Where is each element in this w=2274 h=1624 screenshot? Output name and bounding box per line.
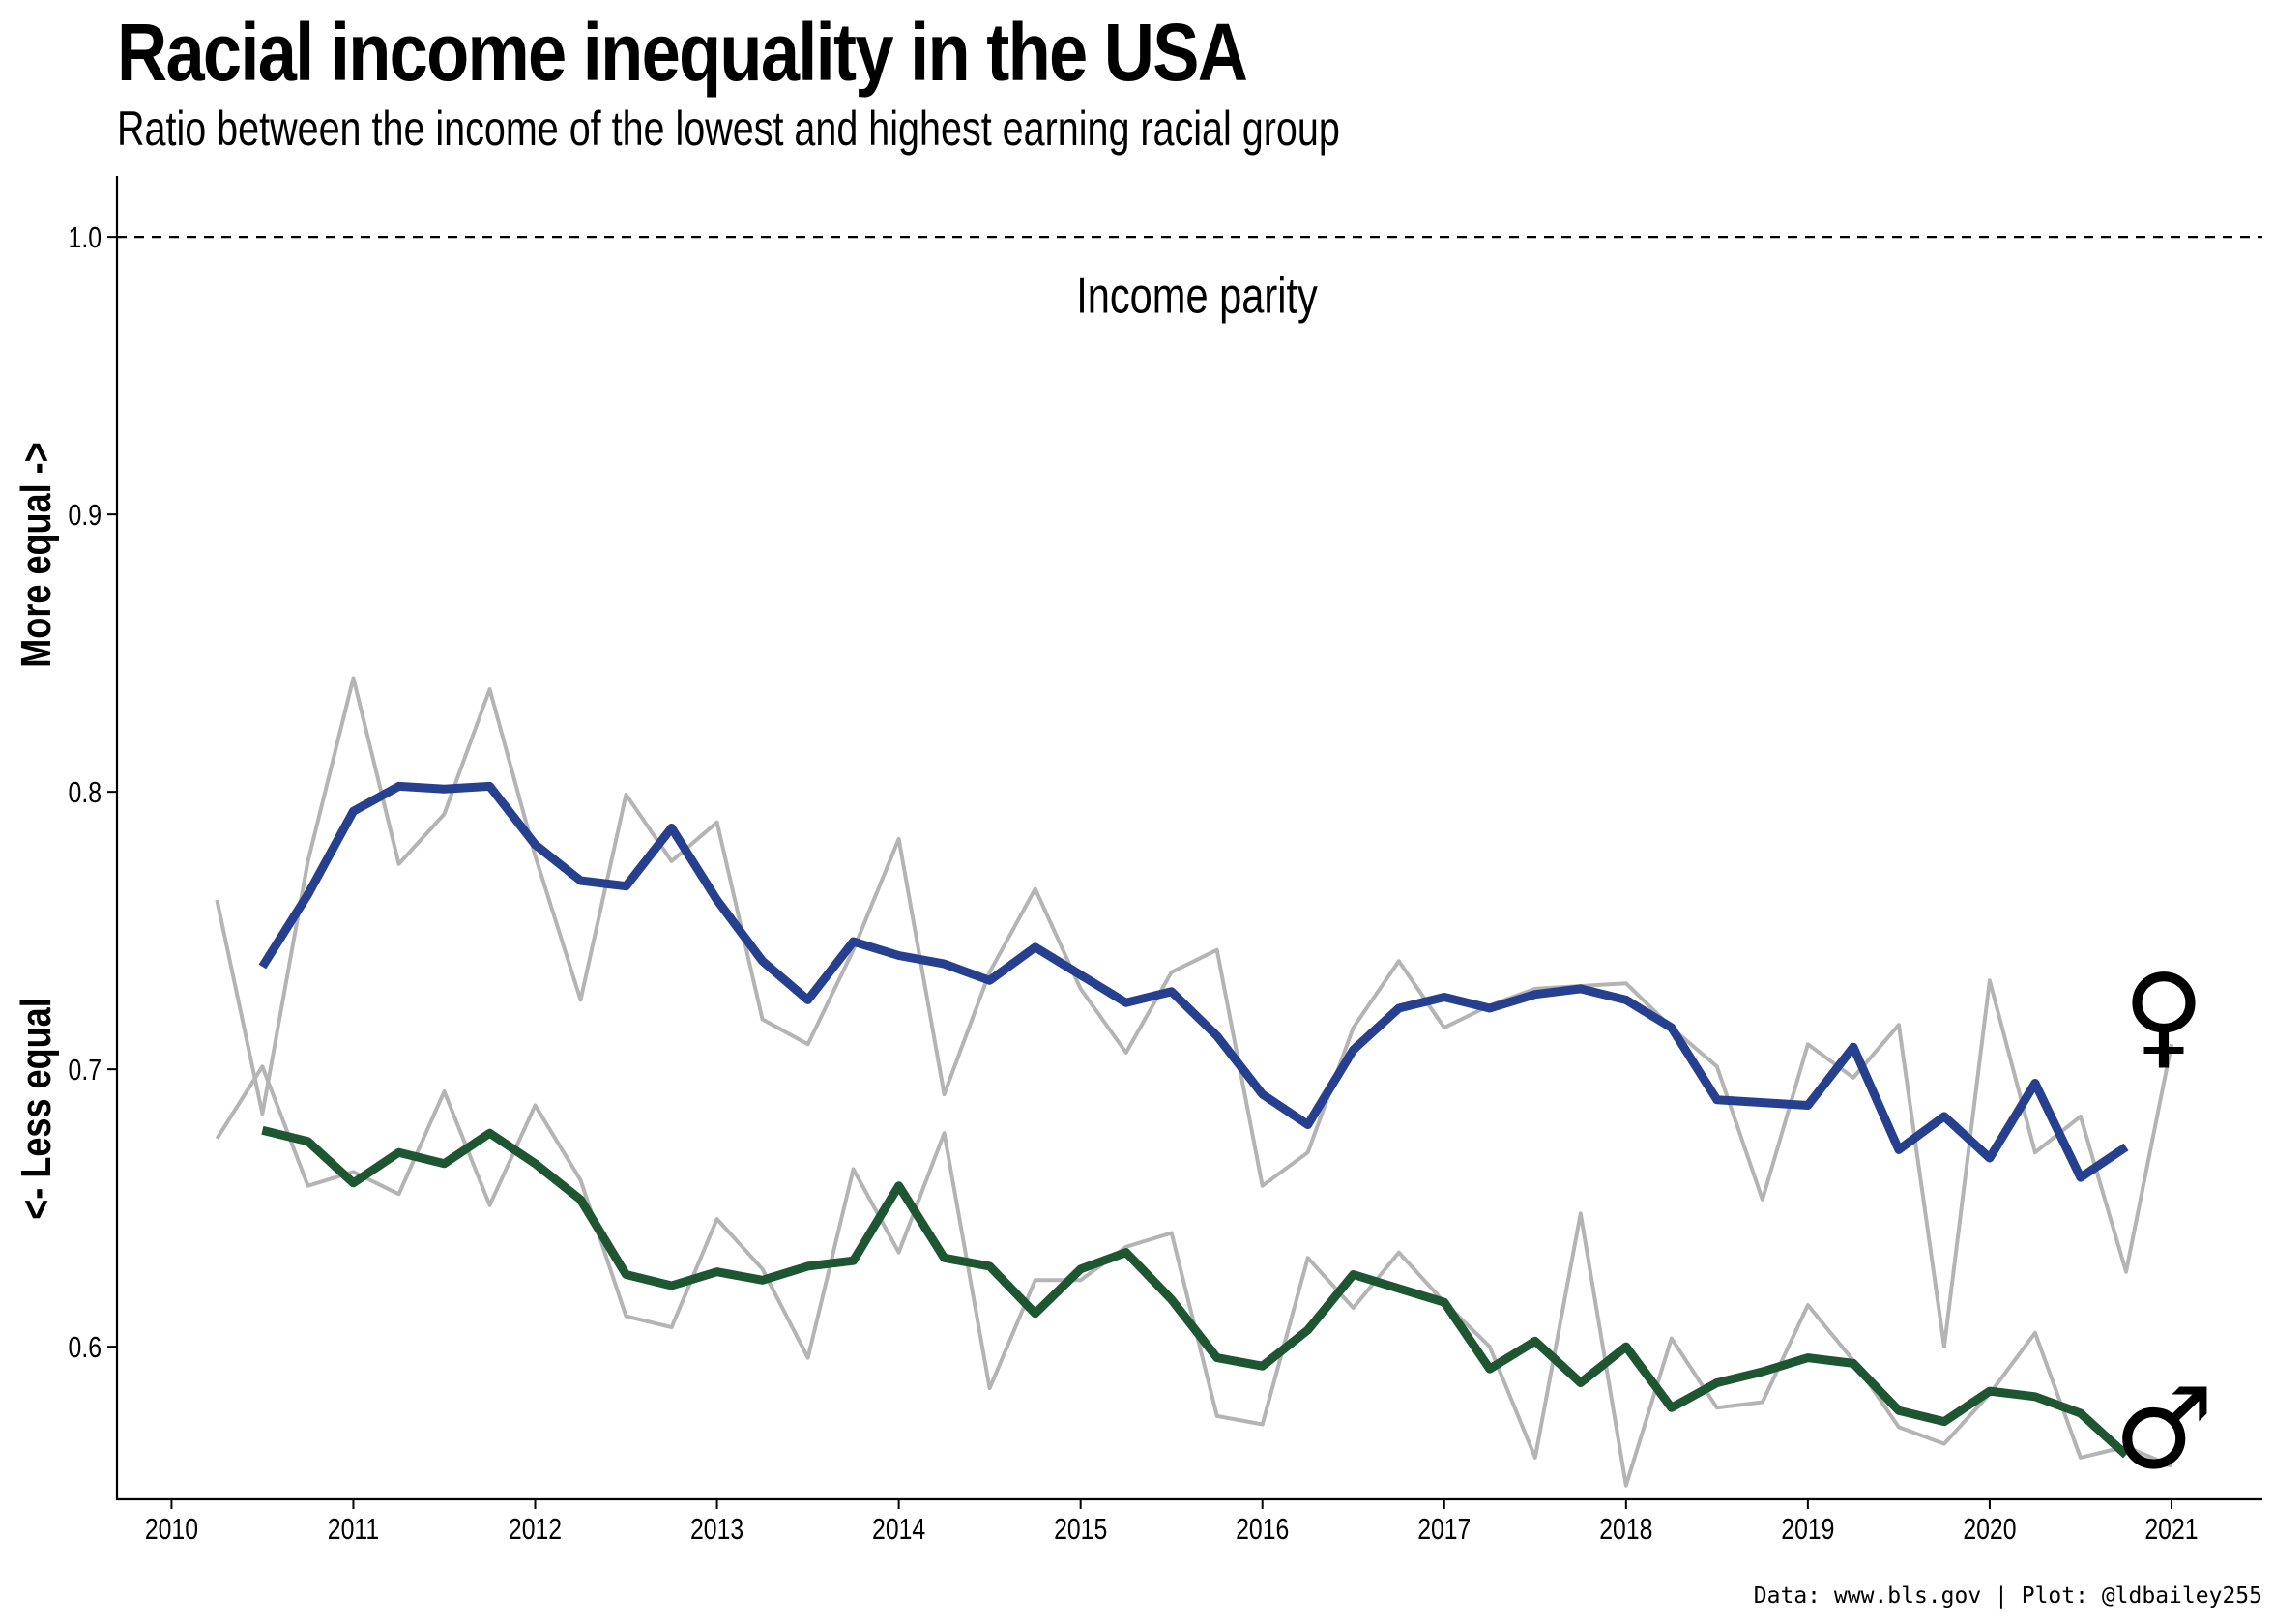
series-2-line [215,1064,2172,1488]
y-tick-label: 1.0 [69,221,102,254]
chart-subtitle: Ratio between the income of the lowest a… [117,102,1340,156]
ticks-layer: 2010 2011 2012 2013 2014 2015 2016 2017 2018 2019… [69,221,2199,1546]
y-axis-title-upper: More equal -> [13,442,60,667]
x-tick-label: 2015 [1054,1512,1107,1545]
x-tick-label: 2010 [145,1512,198,1545]
series-3-line [258,781,2129,1182]
chart-caption: Data: www.bls.gov | Plot: @ldbailey255 [1753,1583,2262,1609]
series-layer [215,676,2173,1488]
series-4-end-marker: ♂ [2114,1364,2214,1494]
x-tick-label: 2021 [2144,1512,2198,1545]
series-1-line [215,676,2173,1349]
x-tick-label: 2018 [1599,1512,1652,1545]
series-3-end-marker: ♀ [2123,950,2205,1081]
y-tick-label: 0.8 [69,776,102,809]
y-tick-label: 0.9 [69,499,102,532]
x-tick-label: 2017 [1417,1512,1471,1545]
x-tick-label: 2019 [1781,1512,1834,1545]
reference-layer: Income parity [117,236,2262,324]
x-tick-label: 2011 [328,1512,379,1545]
y-axis-title-lower: <- Less equal [13,998,60,1220]
axes-layer [115,176,2262,1501]
x-tick-label: 2014 [872,1512,925,1545]
x-tick-label: 2020 [1963,1512,2016,1545]
x-tick-label: 2016 [1236,1512,1289,1545]
x-tick-label: 2013 [690,1512,743,1545]
x-tick-label: 2012 [509,1512,562,1545]
income-parity-label: Income parity [1076,267,1318,324]
y-tick-label: 0.7 [69,1054,102,1087]
y-tick-label: 0.6 [69,1331,102,1364]
chart-title: Racial income inequality in the USA [117,7,1248,98]
series-4-line [261,1125,2130,1459]
